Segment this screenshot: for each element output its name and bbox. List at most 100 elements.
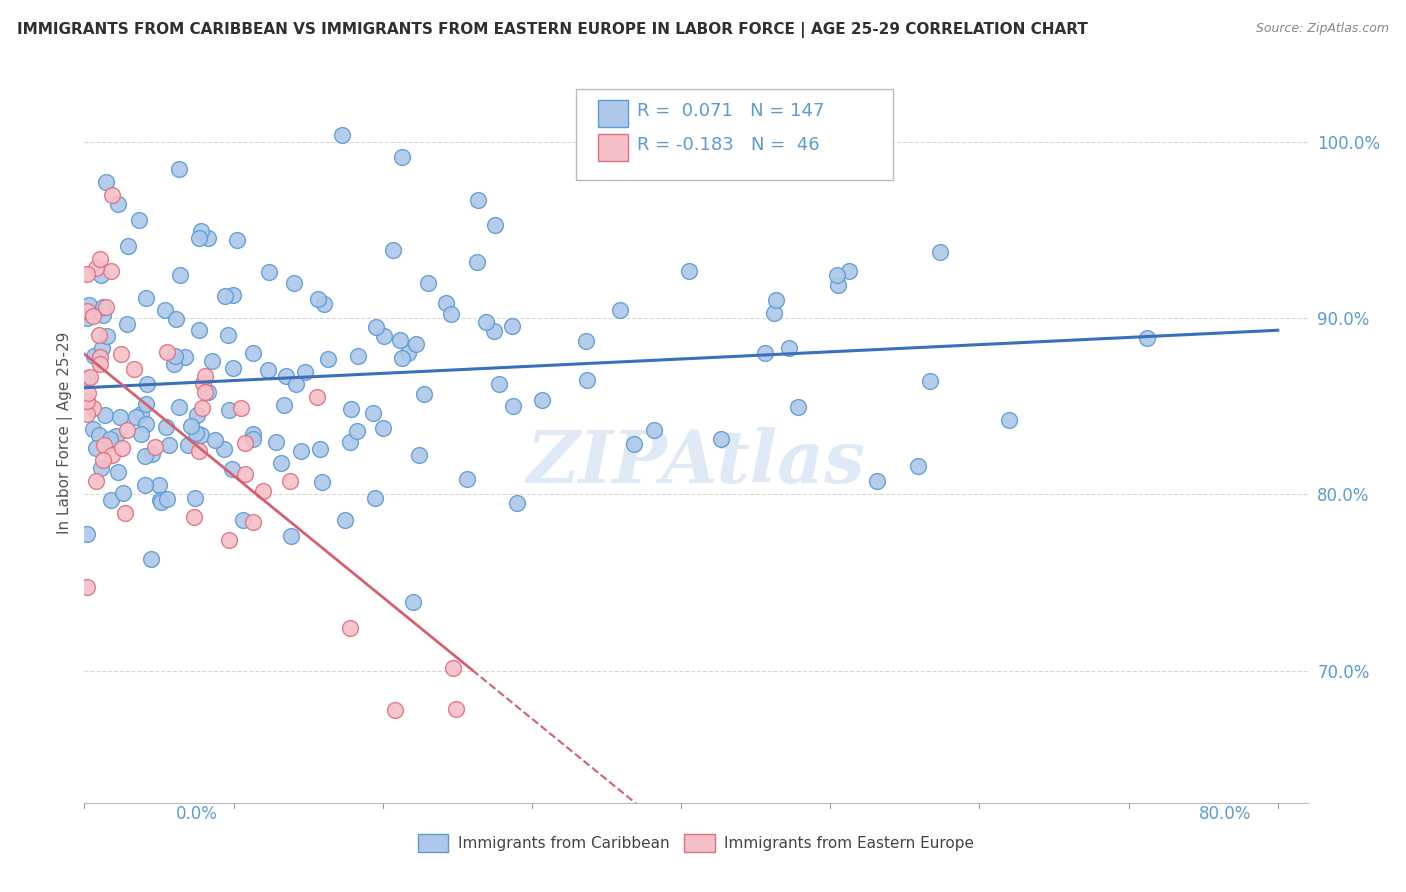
- Point: [135, 397, 157, 411]
- Point: [117, 239, 139, 253]
- Point: [226, 233, 249, 247]
- Point: [125, 409, 148, 424]
- Point: [257, 362, 280, 376]
- Point: [197, 385, 219, 400]
- Point: [233, 467, 256, 482]
- Point: [218, 402, 240, 417]
- Point: [89, 358, 111, 372]
- Point: [276, 369, 298, 384]
- Point: [107, 197, 129, 211]
- Point: [506, 496, 529, 510]
- Point: [929, 244, 952, 259]
- Point: [907, 459, 929, 474]
- Point: [416, 276, 439, 290]
- Point: [129, 426, 152, 441]
- Point: [90, 268, 112, 282]
- Point: [93, 438, 115, 452]
- Point: [184, 491, 207, 505]
- Point: [82, 309, 104, 323]
- Point: [575, 334, 598, 349]
- Point: [188, 323, 211, 337]
- Point: [825, 268, 848, 282]
- Point: [186, 425, 208, 440]
- Point: [309, 442, 332, 457]
- Point: [467, 193, 489, 207]
- Point: [1136, 331, 1159, 345]
- Point: [96, 328, 118, 343]
- Point: [163, 357, 186, 371]
- Point: [787, 400, 810, 414]
- Point: [242, 433, 264, 447]
- Point: [294, 365, 316, 379]
- Point: [135, 291, 157, 305]
- Text: ZIPAtlas: ZIPAtlas: [527, 426, 865, 498]
- Point: [190, 224, 212, 238]
- Point: [87, 428, 110, 442]
- Point: [346, 424, 368, 438]
- Point: [76, 311, 98, 326]
- Point: [76, 527, 98, 541]
- Point: [866, 474, 889, 488]
- Point: [114, 507, 136, 521]
- Point: [76, 371, 98, 385]
- Point: [285, 376, 308, 391]
- Point: [155, 302, 177, 317]
- Point: [413, 387, 436, 401]
- Point: [214, 288, 236, 302]
- Point: [242, 346, 264, 360]
- Point: [91, 453, 114, 467]
- Point: [446, 702, 468, 716]
- Point: [441, 661, 464, 675]
- Point: [278, 474, 301, 488]
- Point: [405, 337, 427, 351]
- Point: [84, 474, 107, 488]
- Text: 0.0%: 0.0%: [176, 805, 218, 822]
- Point: [280, 529, 302, 543]
- Point: [90, 461, 112, 475]
- Point: [396, 346, 419, 360]
- Point: [389, 333, 412, 347]
- Point: [100, 448, 122, 462]
- Point: [363, 406, 385, 420]
- Point: [333, 513, 356, 527]
- Point: [474, 315, 496, 329]
- Point: [257, 265, 280, 279]
- Point: [108, 409, 131, 424]
- Point: [165, 312, 187, 326]
- Point: [402, 594, 425, 608]
- Point: [222, 360, 245, 375]
- Point: [83, 350, 105, 364]
- Point: [98, 432, 121, 446]
- Point: [188, 443, 211, 458]
- Point: [156, 345, 179, 359]
- Point: [373, 329, 395, 343]
- Point: [96, 175, 118, 189]
- Legend: Immigrants from Caribbean, Immigrants from Eastern Europe: Immigrants from Caribbean, Immigrants fr…: [412, 829, 980, 858]
- Point: [575, 373, 598, 387]
- Point: [77, 386, 100, 401]
- Point: [107, 465, 129, 479]
- Point: [502, 399, 524, 413]
- Point: [128, 212, 150, 227]
- Point: [827, 278, 849, 293]
- Point: [233, 435, 256, 450]
- Point: [501, 318, 523, 333]
- Point: [381, 243, 404, 257]
- Point: [252, 483, 274, 498]
- Point: [76, 580, 98, 594]
- Point: [112, 485, 135, 500]
- Point: [163, 349, 186, 363]
- Point: [149, 494, 172, 508]
- Point: [364, 320, 387, 334]
- Point: [111, 441, 134, 455]
- Point: [339, 435, 361, 450]
- Point: [242, 427, 264, 442]
- Text: R =  0.071   N = 147: R = 0.071 N = 147: [637, 103, 824, 120]
- Point: [191, 401, 214, 415]
- Point: [177, 438, 200, 452]
- Point: [143, 441, 166, 455]
- Point: [283, 277, 305, 291]
- Point: [86, 442, 108, 456]
- Point: [222, 288, 245, 302]
- Text: IMMIGRANTS FROM CARIBBEAN VS IMMIGRANTS FROM EASTERN EUROPE IN LABOR FORCE | AGE: IMMIGRANTS FROM CARIBBEAN VS IMMIGRANTS …: [17, 22, 1088, 38]
